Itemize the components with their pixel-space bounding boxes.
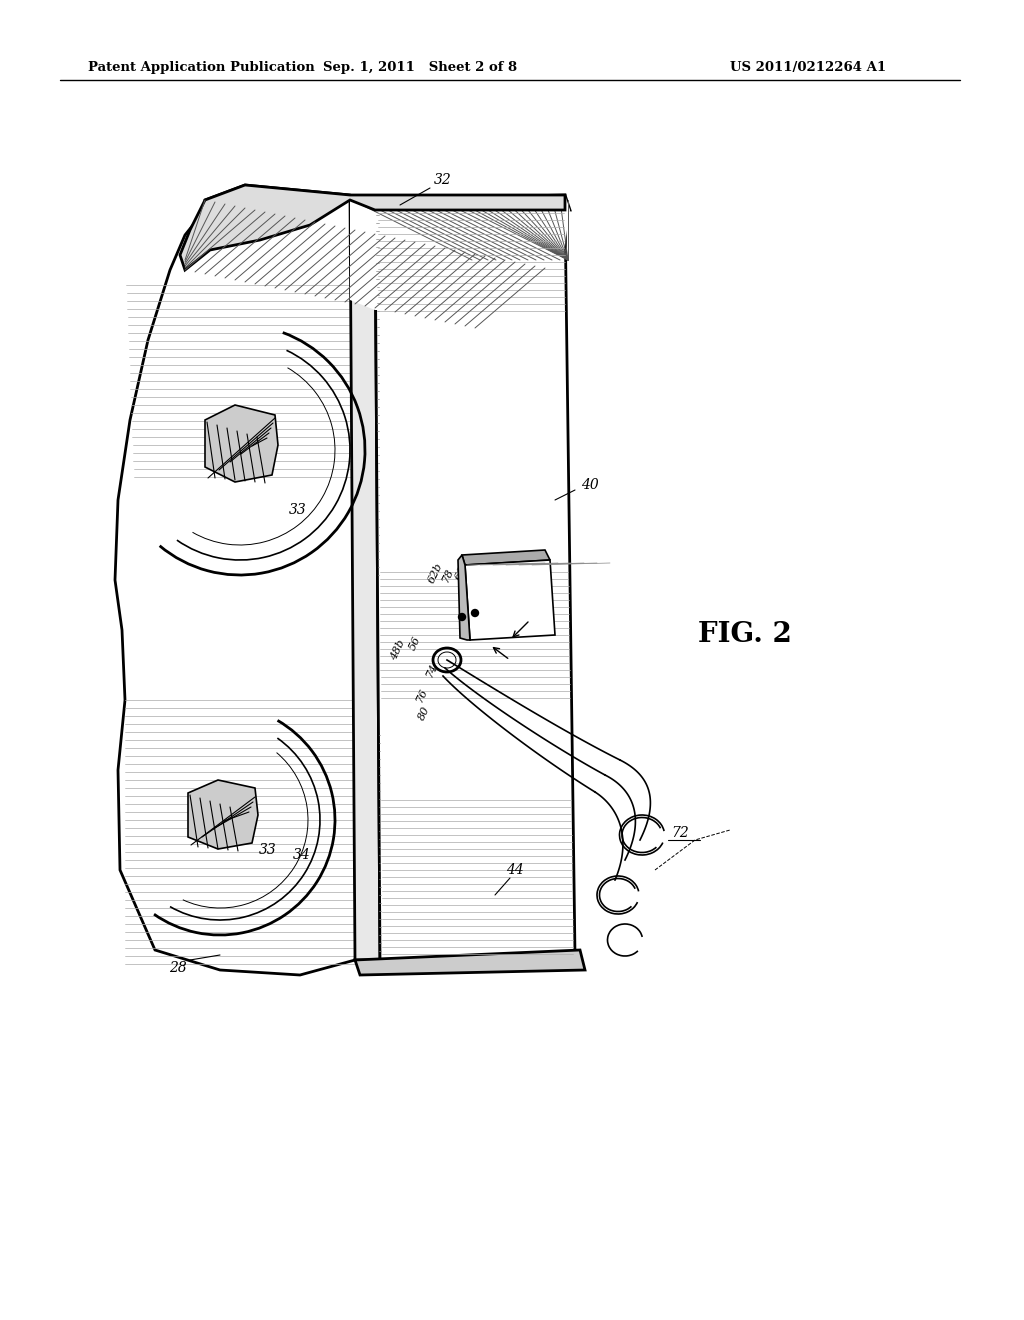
- Polygon shape: [350, 195, 570, 310]
- Polygon shape: [180, 185, 565, 271]
- Text: 76: 76: [415, 686, 429, 704]
- Text: 28: 28: [169, 961, 186, 975]
- Text: 74: 74: [425, 661, 439, 678]
- Text: 82: 82: [527, 603, 543, 620]
- Text: 66b: 66b: [453, 558, 471, 582]
- Text: 42a: 42a: [509, 614, 527, 636]
- Polygon shape: [458, 554, 470, 640]
- Polygon shape: [350, 201, 380, 960]
- Text: Sep. 1, 2011   Sheet 2 of 8: Sep. 1, 2011 Sheet 2 of 8: [323, 62, 517, 74]
- Text: Patent Application Publication: Patent Application Publication: [88, 62, 314, 74]
- Text: 32: 32: [434, 173, 452, 187]
- Text: 80: 80: [417, 705, 431, 722]
- Polygon shape: [462, 550, 550, 565]
- Text: 44: 44: [506, 863, 524, 876]
- Polygon shape: [205, 405, 278, 482]
- Polygon shape: [465, 554, 550, 632]
- Text: 78: 78: [440, 566, 456, 583]
- Polygon shape: [115, 185, 380, 975]
- Polygon shape: [188, 780, 258, 849]
- Polygon shape: [465, 560, 555, 640]
- Text: 34: 34: [293, 847, 311, 862]
- Text: 72: 72: [671, 826, 689, 840]
- Circle shape: [459, 614, 466, 620]
- Polygon shape: [375, 210, 575, 960]
- Text: 42b: 42b: [474, 553, 493, 577]
- Text: 56: 56: [408, 635, 423, 652]
- Circle shape: [471, 610, 478, 616]
- Polygon shape: [350, 195, 570, 210]
- Polygon shape: [355, 950, 585, 975]
- Text: 62b: 62b: [426, 561, 444, 585]
- Text: FIG. 2: FIG. 2: [698, 622, 792, 648]
- Text: 48b: 48b: [389, 638, 408, 661]
- Text: US 2011/0212264 A1: US 2011/0212264 A1: [730, 62, 886, 74]
- Text: 33: 33: [289, 503, 307, 517]
- Text: 40: 40: [582, 478, 599, 492]
- Text: 33: 33: [259, 843, 276, 857]
